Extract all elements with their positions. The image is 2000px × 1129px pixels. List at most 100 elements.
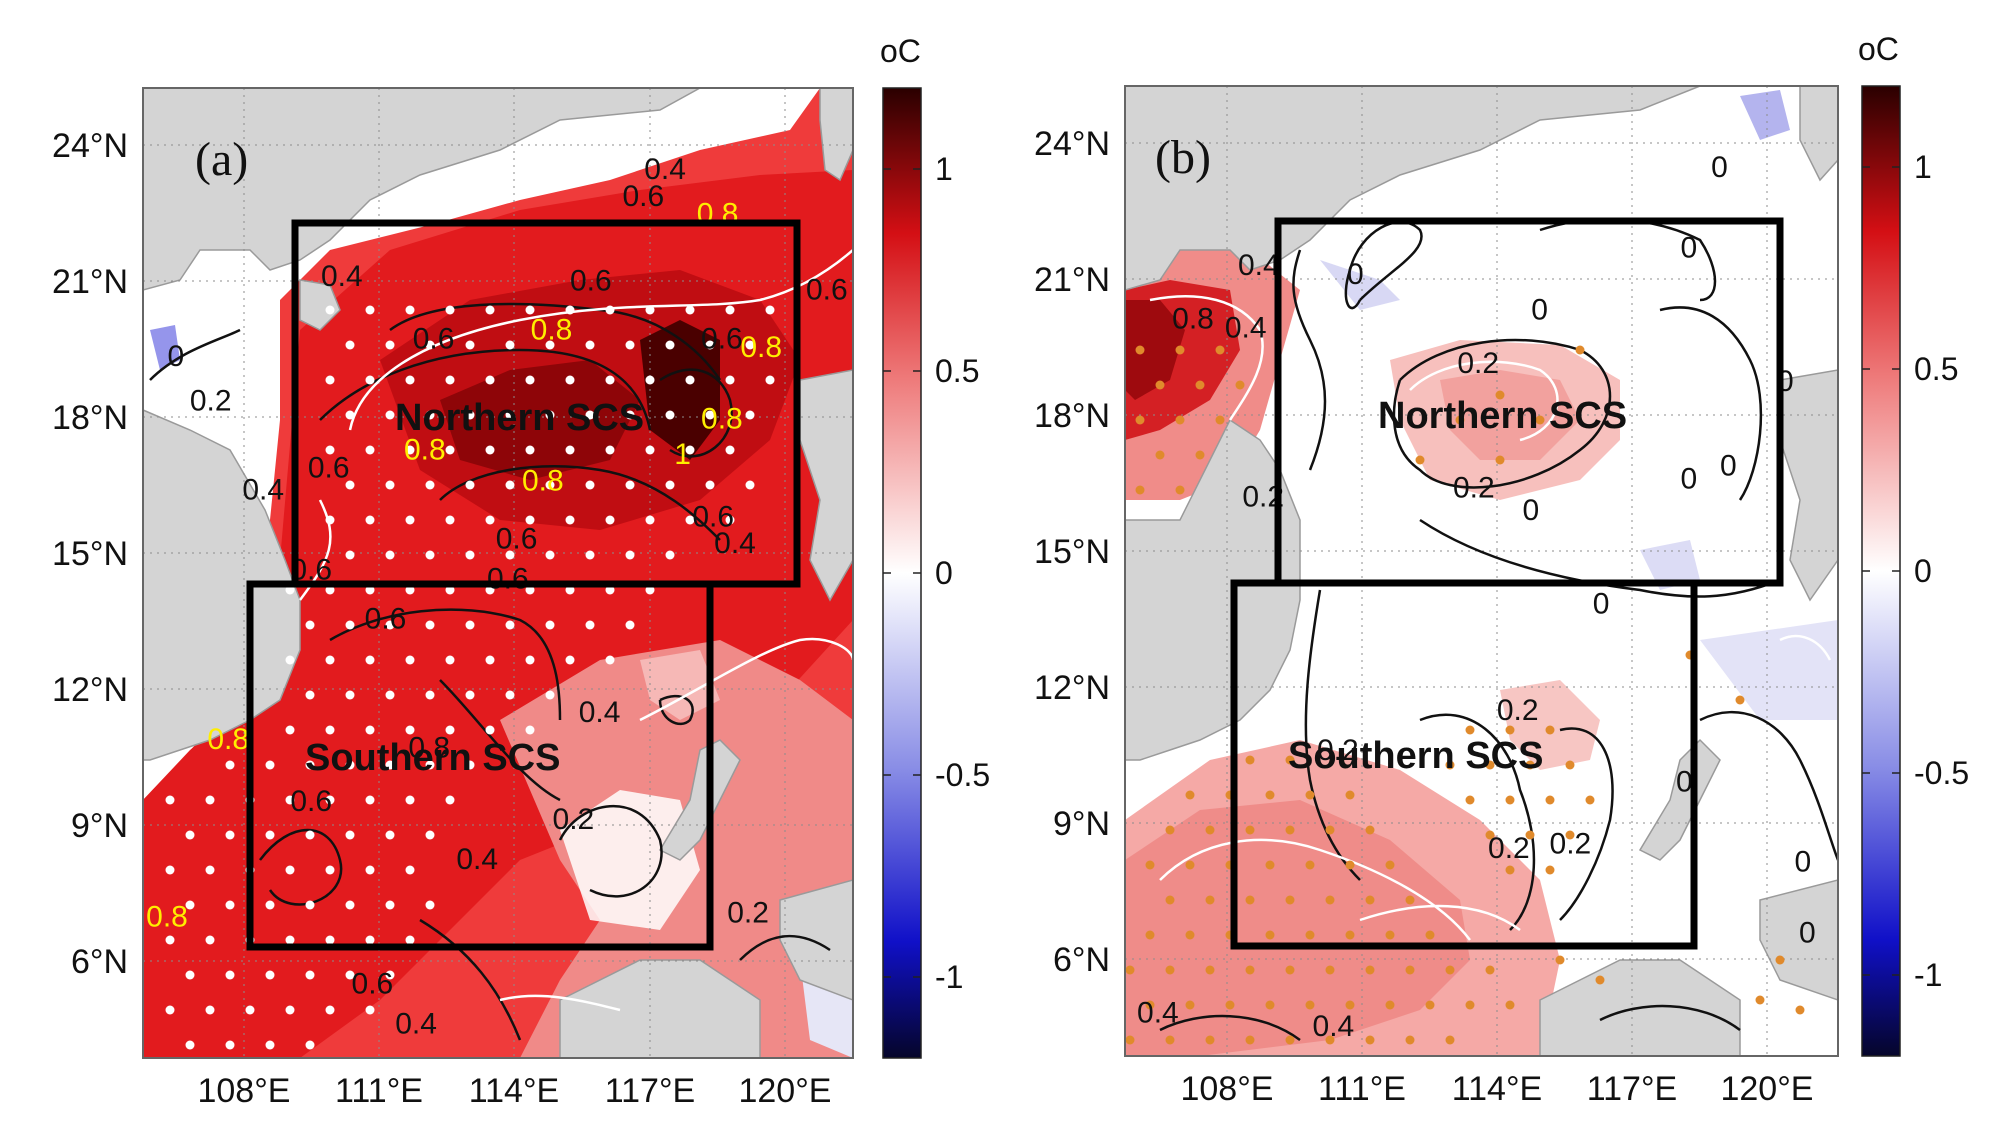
lat-tick: 6°N xyxy=(71,943,128,981)
contour-label: 0.8 xyxy=(408,732,450,765)
lon-tick: 111°E xyxy=(335,1072,423,1110)
contour-label: 0.6 xyxy=(692,500,734,533)
contour-label: 0.6 xyxy=(413,322,455,355)
contour-label: 0.8 xyxy=(522,465,564,498)
contour-label: 0.2 xyxy=(1453,472,1495,505)
contour-label: 0.2 xyxy=(1317,734,1359,767)
contour-label: 0.6 xyxy=(487,563,529,596)
lat-tick: 15°N xyxy=(1034,533,1110,571)
contour-label: 0.4 xyxy=(579,696,621,729)
lat-tick: 24°N xyxy=(1034,125,1110,163)
contour-label: 0.8 xyxy=(740,331,782,364)
lat-tick: 12°N xyxy=(52,671,128,709)
contour-label: 0 xyxy=(1720,449,1737,482)
panel-b-label: (b) xyxy=(1155,131,1211,184)
panel-a-lat-axis: 24°N 21°N 18°N 15°N 12°N 9°N 6°N xyxy=(52,127,128,981)
colorbar-unit: oC xyxy=(1858,31,1899,67)
contour-label: 0.4 xyxy=(242,474,284,507)
colorbar-tick: 0 xyxy=(935,555,953,591)
lon-tick: 108°E xyxy=(1180,1070,1273,1108)
contour-label: 0 xyxy=(1799,917,1816,950)
panel-b-lon-axis: 108°E 111°E 114°E 117°E 120°E xyxy=(1180,1070,1813,1108)
contour-label: 0.6 xyxy=(496,523,538,556)
contour-label: 0.2 xyxy=(553,803,595,836)
lat-tick: 18°N xyxy=(52,399,128,437)
contour-label: 0 xyxy=(1795,845,1812,878)
panel-a-southern-label: Southern SCS xyxy=(305,737,560,779)
panel-b-lat-axis: 24°N 21°N 18°N 15°N 12°N 9°N 6°N xyxy=(1034,125,1110,979)
panel-a-northern-label: Northern SCS xyxy=(395,397,644,439)
contour-label: 0 xyxy=(1531,294,1548,327)
contour-label: 0 xyxy=(1523,494,1540,527)
contour-label: 0.2 xyxy=(1497,694,1539,727)
lat-tick: 9°N xyxy=(71,807,128,845)
panel-a-map: 0.40.60.80.4 0.6 0.60.80.6 0.60.800.20.80.8… xyxy=(143,88,853,1058)
colorbar-tick: 0.5 xyxy=(1914,351,1958,387)
contour-label: 1 xyxy=(674,438,691,471)
contour-label: 0.8 xyxy=(1172,303,1214,336)
panel-a-contour-labels: 0.40.60.80.4 0.6 0.60.80.6 0.60.800.20.80.8… xyxy=(146,153,848,1040)
lat-tick: 18°N xyxy=(1034,397,1110,435)
lon-tick: 120°E xyxy=(738,1072,831,1110)
contour-label: 0 xyxy=(1347,258,1364,291)
panel-a-lon-axis: 108°E 111°E 114°E 117°E 120°E xyxy=(197,1072,831,1110)
colorbar-tick: -1 xyxy=(1914,957,1942,993)
contour-label: 0.4 xyxy=(644,153,686,186)
contour-label: 0.4 xyxy=(321,260,363,293)
lat-tick: 21°N xyxy=(1034,261,1110,299)
contour-label: 0.6 xyxy=(570,265,612,298)
contour-label: 0 xyxy=(167,340,184,373)
colorbar-tick: 1 xyxy=(935,151,953,187)
contour-label: 0.6 xyxy=(308,451,350,484)
lat-tick: 12°N xyxy=(1034,669,1110,707)
contour-label: 0.4 xyxy=(714,527,756,560)
contour-label: 0.4 xyxy=(1238,249,1280,282)
panel-b-colorbar: 1 0.5 0 -0.5 -1 oC xyxy=(1858,31,1969,1057)
colorbar-tick: -1 xyxy=(935,959,963,995)
contour-label: 0.8 xyxy=(701,402,743,435)
panel-b-southern-label: Southern SCS xyxy=(1288,735,1543,777)
contour-label: 0.2 xyxy=(1457,347,1499,380)
contour-label: 0.6 xyxy=(701,322,743,355)
panel-a-label: (a) xyxy=(195,133,248,186)
contour-label: 0.6 xyxy=(365,603,407,636)
lat-tick: 21°N xyxy=(52,263,128,301)
lon-tick: 120°E xyxy=(1720,1070,1813,1108)
panel-a-frame xyxy=(142,87,854,1059)
colorbar-tick: -0.5 xyxy=(1914,755,1969,791)
panel-a-colorbar: 1 0.5 0 -0.5 -1 oC xyxy=(880,33,990,1059)
contour-label: 0.4 xyxy=(1225,311,1267,344)
contour-label: 0.6 xyxy=(622,180,664,213)
lat-tick: 15°N xyxy=(52,535,128,573)
lon-tick: 114°E xyxy=(1452,1070,1542,1108)
lon-tick: 117°E xyxy=(605,1072,695,1110)
panel-a-southern-box xyxy=(246,580,714,951)
contour-label: 0 xyxy=(1680,231,1697,264)
contour-label: 0.4 xyxy=(1137,997,1179,1030)
lat-tick: 24°N xyxy=(52,127,128,165)
contour-label: 0.8 xyxy=(146,901,188,934)
lat-tick: 6°N xyxy=(1053,941,1110,979)
panel-a: 0.40.60.80.4 0.6 0.60.80.6 0.60.800.20.80.8… xyxy=(52,33,990,1110)
contour-label: 0 xyxy=(1711,151,1728,184)
colorbar-tick: 0 xyxy=(1914,553,1932,589)
lon-tick: 111°E xyxy=(1318,1070,1406,1108)
contour-label: 0.4 xyxy=(1313,1010,1355,1043)
lon-tick: 108°E xyxy=(197,1072,290,1110)
contour-label: 0.8 xyxy=(207,723,249,756)
colorbar-tick: -0.5 xyxy=(935,757,990,793)
colorbar-unit: oC xyxy=(880,33,921,69)
contour-label: 0.2 xyxy=(1488,832,1530,865)
contour-label: 0 xyxy=(1680,463,1697,496)
contour-label: 0.4 xyxy=(395,1008,437,1041)
lat-tick: 9°N xyxy=(1053,805,1110,843)
contour-label: 0.4 xyxy=(456,843,498,876)
contour-label: 0 xyxy=(1676,765,1693,798)
contour-label: 0.6 xyxy=(290,785,332,818)
contour-label: 0.6 xyxy=(806,273,848,306)
panel-b-northern-label: Northern SCS xyxy=(1378,395,1627,437)
panel-b-southern-box xyxy=(1230,579,1698,950)
contour-label: 0 xyxy=(1593,587,1610,620)
